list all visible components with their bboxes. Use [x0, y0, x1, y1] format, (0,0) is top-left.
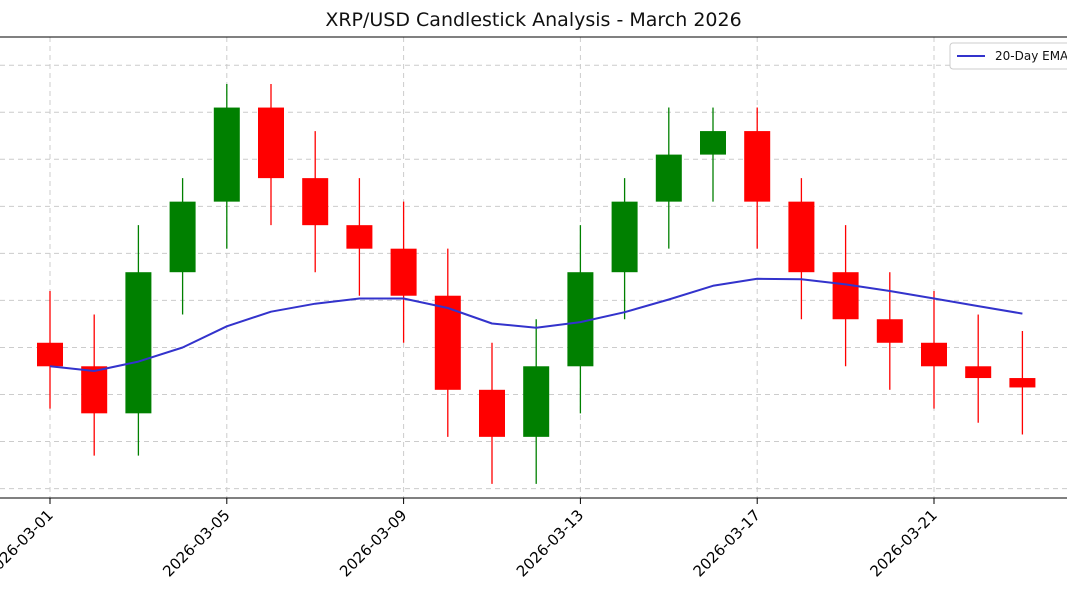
candle-body [169, 201, 196, 273]
candle-body [965, 366, 992, 379]
candle-body [523, 366, 550, 437]
candle-body [921, 342, 947, 367]
candle-body [655, 154, 682, 202]
candle-body [744, 131, 771, 202]
x-tick-label: 2026-03-13 [513, 506, 587, 580]
candle-body [700, 131, 726, 155]
candle-body [390, 248, 417, 296]
candle-body [1009, 378, 1036, 388]
ema-series [49, 277, 1023, 372]
chart-title: XRP/USD Candlestick Analysis - March 202… [325, 9, 742, 31]
axes-frame [0, 36, 1067, 499]
x-tick-label: 2026-03-05 [159, 506, 233, 580]
candle-body [125, 272, 152, 414]
candle-body [81, 366, 108, 414]
candle-body [876, 319, 903, 343]
ema-line [49, 277, 1023, 372]
legend-box [949, 42, 1067, 70]
candle-body [302, 178, 329, 226]
candle-body [258, 107, 284, 179]
legend-label-ema: 20-Day EMA [995, 49, 1067, 63]
candle-body [37, 342, 63, 367]
candle-bodies [37, 107, 1036, 437]
x-axis-ticks: 2026-03-01 2026-03-05 2026-03-09 2026-03-13… [0, 498, 941, 580]
legend: 20-Day EMA [949, 42, 1067, 70]
x-tick-label: 2026-03-01 [0, 506, 57, 580]
candle-body [434, 295, 461, 390]
candle-body [479, 389, 505, 437]
candle-body [788, 201, 815, 273]
candle-body [346, 225, 373, 249]
x-tick-label: 2026-03-21 [866, 506, 940, 580]
candle-body [611, 201, 638, 273]
x-tick-label: 2026-03-09 [336, 506, 410, 580]
x-tick-label: 2026-03-17 [690, 506, 764, 580]
candle-body [213, 107, 240, 202]
candle-body [832, 272, 859, 320]
